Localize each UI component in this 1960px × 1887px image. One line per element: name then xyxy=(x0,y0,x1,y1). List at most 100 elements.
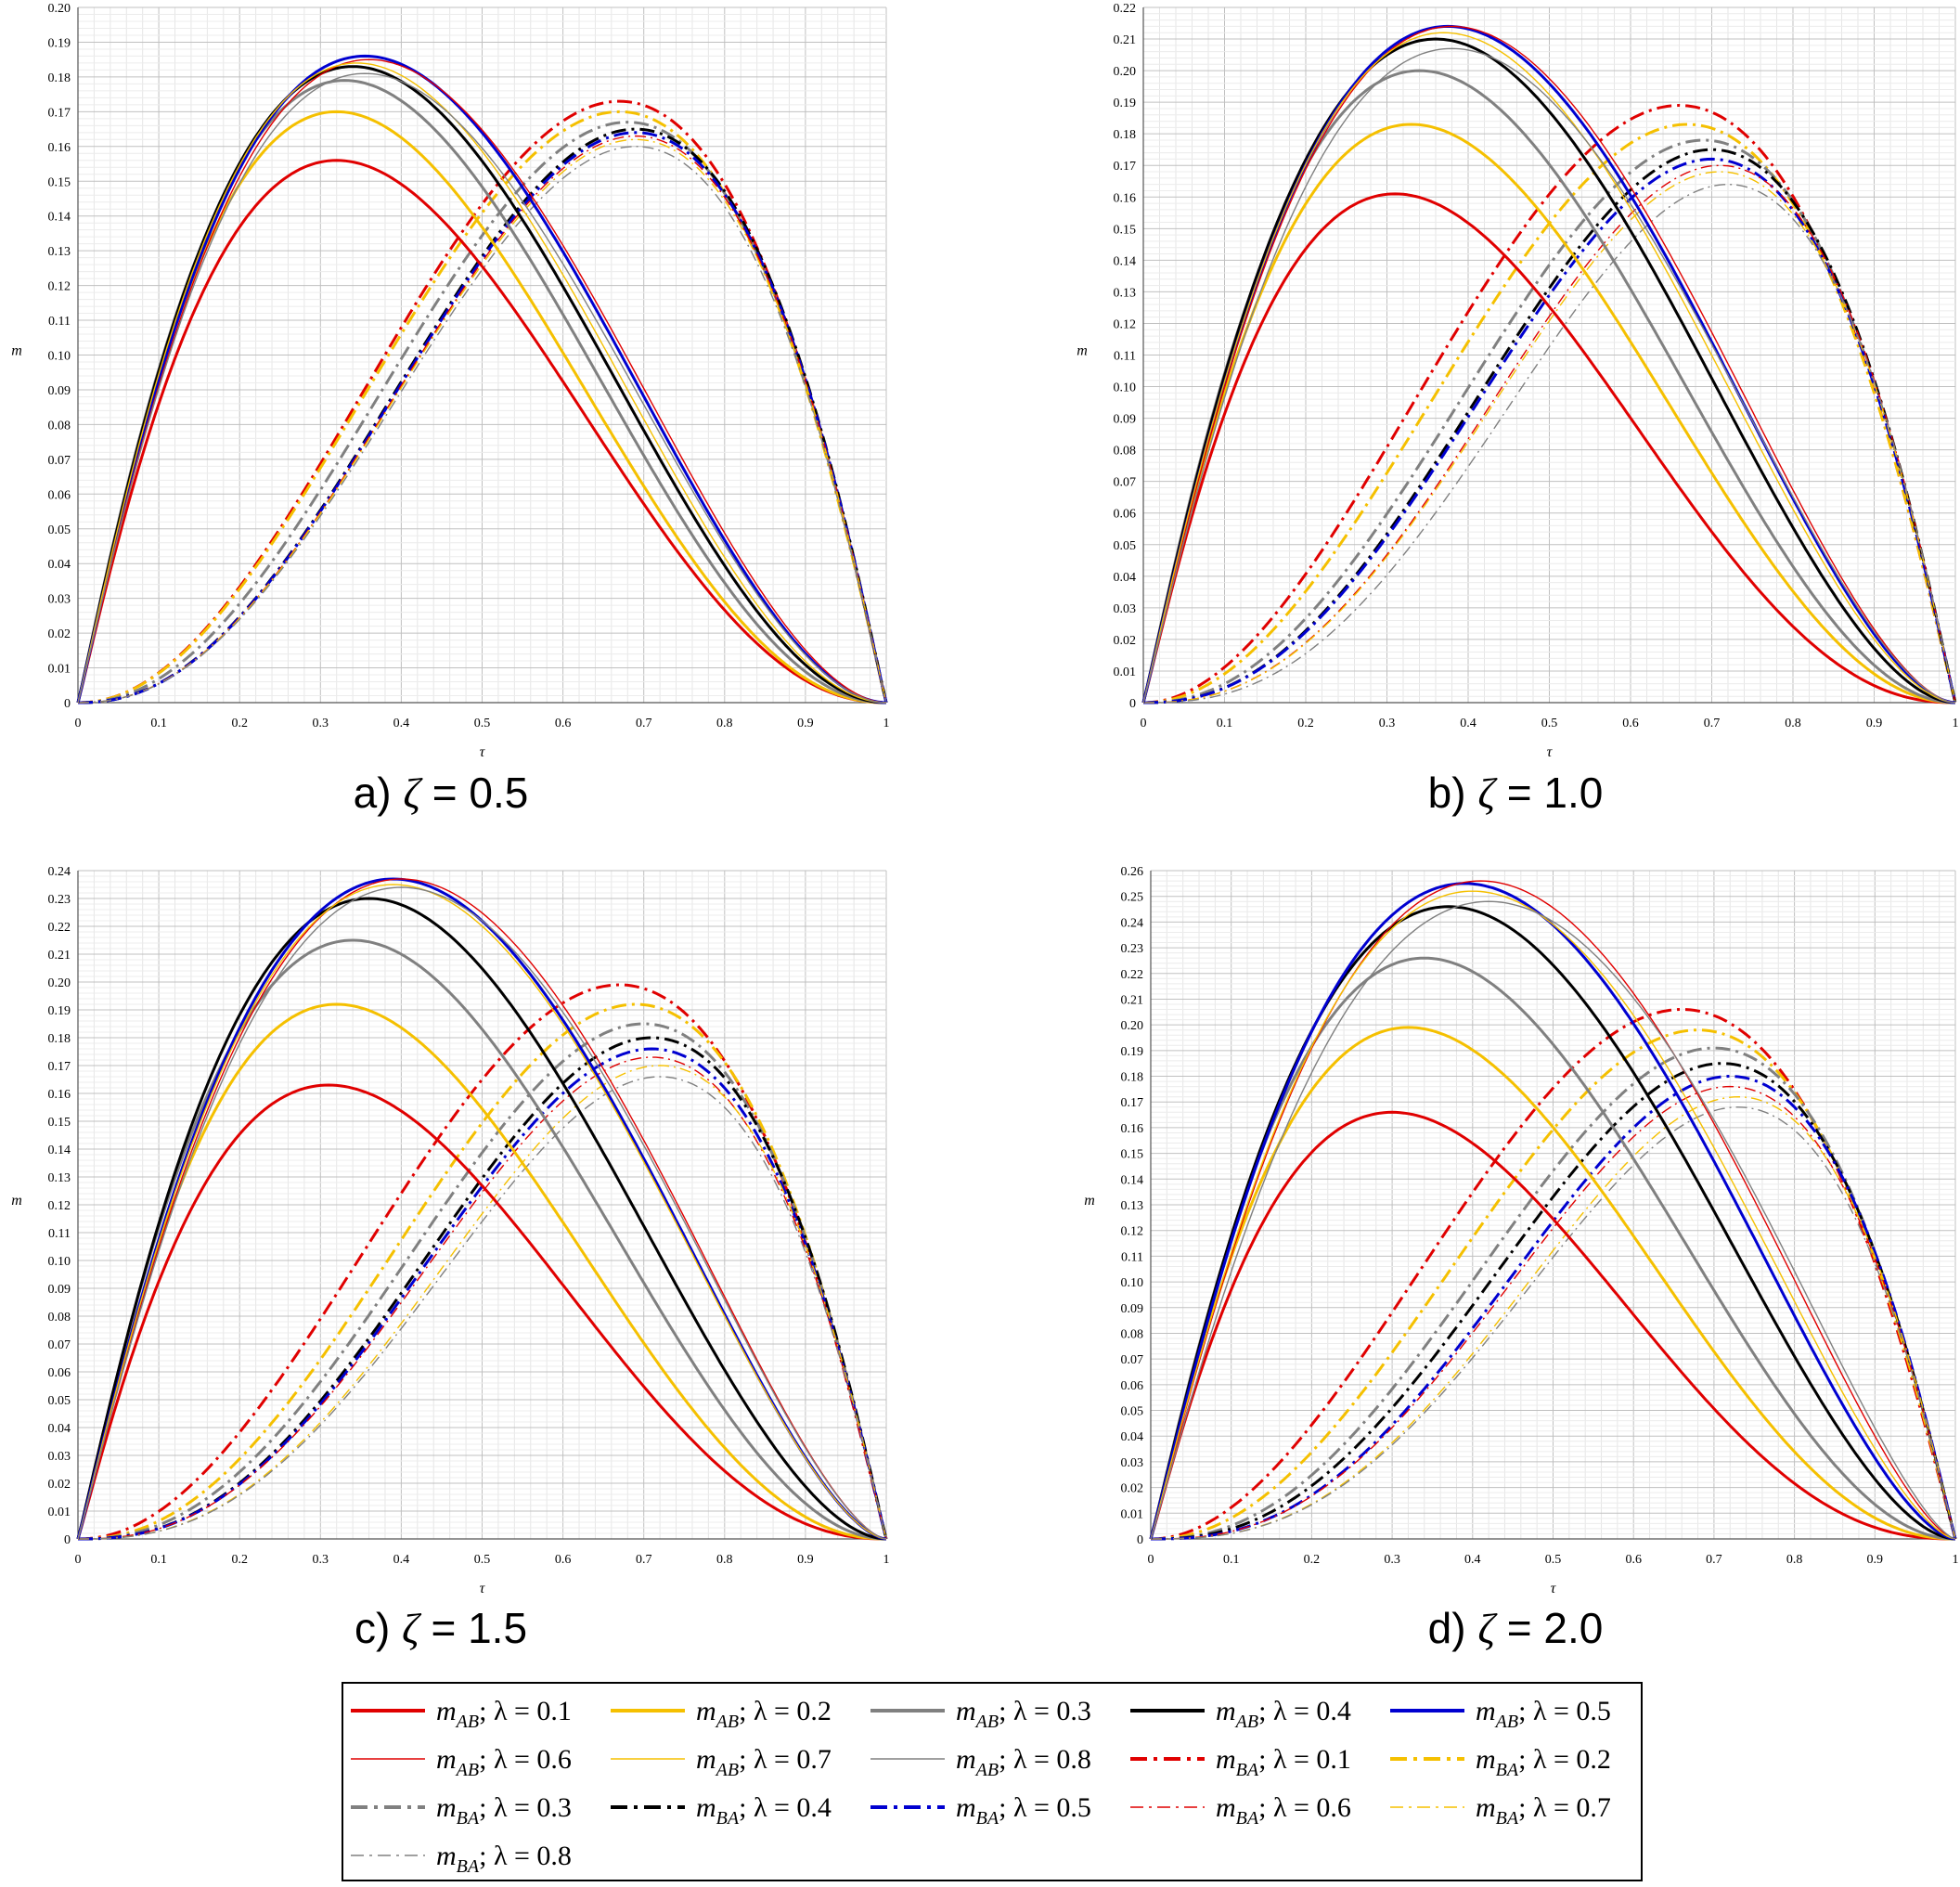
legend-label: mBA; λ = 0.6 xyxy=(1216,1792,1351,1829)
legend-lambda: ; λ = 0.3 xyxy=(999,1696,1091,1726)
y-tick-label: 0.12 xyxy=(1121,1225,1144,1239)
y-tick-label: 0.20 xyxy=(48,2,71,16)
chart-panel-c: 0 0.01 0.02 0.03 0.04 0.05 0.06 0.07 0.08 0.09 0.1… xyxy=(11,865,889,1652)
legend-subscript: BA xyxy=(457,1856,480,1877)
series-mAB-lambda-0.6 xyxy=(77,58,887,704)
y-tick-label: 0.10 xyxy=(1121,1276,1144,1290)
series-mBA-lambda-0.8 xyxy=(1151,1106,1956,1540)
legend-subscript: AB xyxy=(455,1760,479,1780)
x-tick-label: 0.8 xyxy=(716,717,733,730)
series-mBA-lambda-0.2 xyxy=(78,1002,888,1541)
y-tick-label: 0.24 xyxy=(48,865,71,879)
y-tick-label: 0.08 xyxy=(48,1311,71,1325)
legend-lambda: ; λ = 0.7 xyxy=(1518,1792,1611,1823)
series-mBA-lambda-0.4 xyxy=(1151,1062,1957,1541)
legend-label: mAB; λ = 0.2 xyxy=(696,1696,832,1732)
x-tick-label: 0.4 xyxy=(393,717,410,730)
series-mAB-lambda-0.8 xyxy=(1142,47,1956,704)
y-tick-label: 0.15 xyxy=(1114,223,1137,237)
x-tick-label: 0.5 xyxy=(474,1553,491,1567)
y-tick-label: 0.05 xyxy=(48,523,71,537)
y-tick-label: 0.08 xyxy=(1121,1327,1144,1341)
x-tick-label: 0.5 xyxy=(1545,1553,1562,1567)
series-mBA-lambda-0.8 xyxy=(1143,183,1956,704)
legend-subscript: AB xyxy=(715,1712,739,1732)
y-tick-label: 0.21 xyxy=(48,949,71,963)
panel-caption: b) ζ = 1.0 xyxy=(1428,769,1604,817)
grid xyxy=(77,6,887,704)
series-mAB-lambda-0.1 xyxy=(1141,192,1955,704)
y-tick-label: 0.23 xyxy=(48,893,71,907)
y-tick-label: 0.09 xyxy=(48,384,71,398)
legend-m: m xyxy=(696,1792,716,1823)
y-axis-label: m xyxy=(1077,343,1088,359)
caption-symbol: ζ xyxy=(402,1605,422,1652)
x-tick-label: 0.1 xyxy=(150,1553,167,1567)
series-mAB-lambda-0.1 xyxy=(1149,1110,1955,1541)
y-tick-label: 0.06 xyxy=(48,1366,71,1380)
legend-subscript: BA xyxy=(1236,1760,1259,1780)
legend-lambda: ; λ = 0.3 xyxy=(479,1792,572,1823)
x-tick-label: 0.7 xyxy=(636,1553,652,1567)
series-mAB-lambda-0.7 xyxy=(77,62,887,704)
legend-subscript: AB xyxy=(974,1760,999,1780)
y-tick-label: 0.19 xyxy=(48,1004,71,1018)
legend-item: mBA; λ = 0.7 xyxy=(1390,1792,1611,1829)
y-tick-label: 0.09 xyxy=(1121,1302,1144,1316)
series-lines xyxy=(1141,24,1957,704)
series-lines xyxy=(1149,880,1957,1541)
caption-symbol: ζ xyxy=(1477,1605,1498,1652)
x-tick-label: 0.9 xyxy=(1866,717,1883,730)
series-mAB-lambda-0.7 xyxy=(1150,890,1956,1540)
legend-label: mBA; λ = 0.4 xyxy=(696,1792,832,1829)
series-mAB-lambda-0.3 xyxy=(76,938,887,1541)
caption-value: = 0.5 xyxy=(420,769,528,817)
y-axis-label: m xyxy=(1084,1193,1095,1208)
y-tick-label: 0 xyxy=(1129,697,1136,711)
y-axis-label: m xyxy=(11,1193,22,1208)
y-tick-label: 0.07 xyxy=(48,1338,71,1352)
series-mBA-lambda-0.7 xyxy=(1143,171,1956,704)
x-axis-label: τ xyxy=(480,1581,486,1596)
x-tick-label: 0.1 xyxy=(1217,717,1233,730)
legend: mAB; λ = 0.1 mAB; λ = 0.2 mAB; λ = 0.3 mAB;… xyxy=(342,1682,1643,1881)
x-tick-label: 0.8 xyxy=(716,1553,733,1567)
y-tick-label: 0 xyxy=(64,697,71,711)
chart-panel-a: 0 0.01 0.02 0.03 0.04 0.05 0.06 0.07 0.08 0.09 0.1… xyxy=(11,2,889,817)
y-axis-label: m xyxy=(11,343,22,359)
legend-subscript: AB xyxy=(715,1760,739,1780)
legend-m: m xyxy=(1216,1744,1236,1775)
series-mAB-lambda-0.5 xyxy=(76,54,887,704)
legend-label: mBA; λ = 0.8 xyxy=(436,1841,572,1877)
y-tick-label: 0.07 xyxy=(48,454,71,468)
x-tick-label: 1 xyxy=(883,717,890,730)
legend-lambda: ; λ = 0.4 xyxy=(1258,1696,1351,1726)
x-axis-label: τ xyxy=(1547,744,1554,760)
series-mAB-lambda-0.1 xyxy=(76,1083,886,1541)
x-tick-label: 0.5 xyxy=(1541,717,1558,730)
y-tick-label: 0.13 xyxy=(1121,1199,1144,1213)
y-tick-label: 0.10 xyxy=(48,1255,71,1269)
y-tick-label: 0.14 xyxy=(1121,1173,1144,1187)
y-tick-label: 0.02 xyxy=(1121,1482,1144,1496)
legend-subscript: BA xyxy=(1496,1760,1519,1780)
y-tick-label: 0.17 xyxy=(48,1060,71,1074)
series-mBA-lambda-0.6 xyxy=(1151,1085,1956,1540)
y-tick-label: 0.11 xyxy=(48,1227,71,1241)
x-axis-label: τ xyxy=(1551,1581,1557,1596)
legend-label: mBA; λ = 0.3 xyxy=(436,1792,572,1829)
legend-label: mBA; λ = 0.1 xyxy=(1216,1744,1351,1780)
legend-subscript: AB xyxy=(1234,1712,1258,1732)
legend-subscript: BA xyxy=(457,1808,480,1829)
series-lines xyxy=(76,54,888,704)
y-tick-label: 0 xyxy=(1137,1533,1143,1547)
legend-item: mAB; λ = 0.1 xyxy=(351,1696,572,1732)
y-tick-label: 0.03 xyxy=(48,593,71,607)
y-tick-label: 0.12 xyxy=(1114,317,1137,331)
legend-lambda: ; λ = 0.8 xyxy=(479,1841,572,1871)
x-tick-label: 1 xyxy=(1953,717,1959,730)
legend-label: mBA; λ = 0.7 xyxy=(1476,1792,1611,1829)
legend-label: mAB; λ = 0.5 xyxy=(1476,1696,1611,1732)
y-tick-label: 0.15 xyxy=(1121,1148,1144,1162)
legend-lambda: ; λ = 0.8 xyxy=(999,1744,1091,1775)
